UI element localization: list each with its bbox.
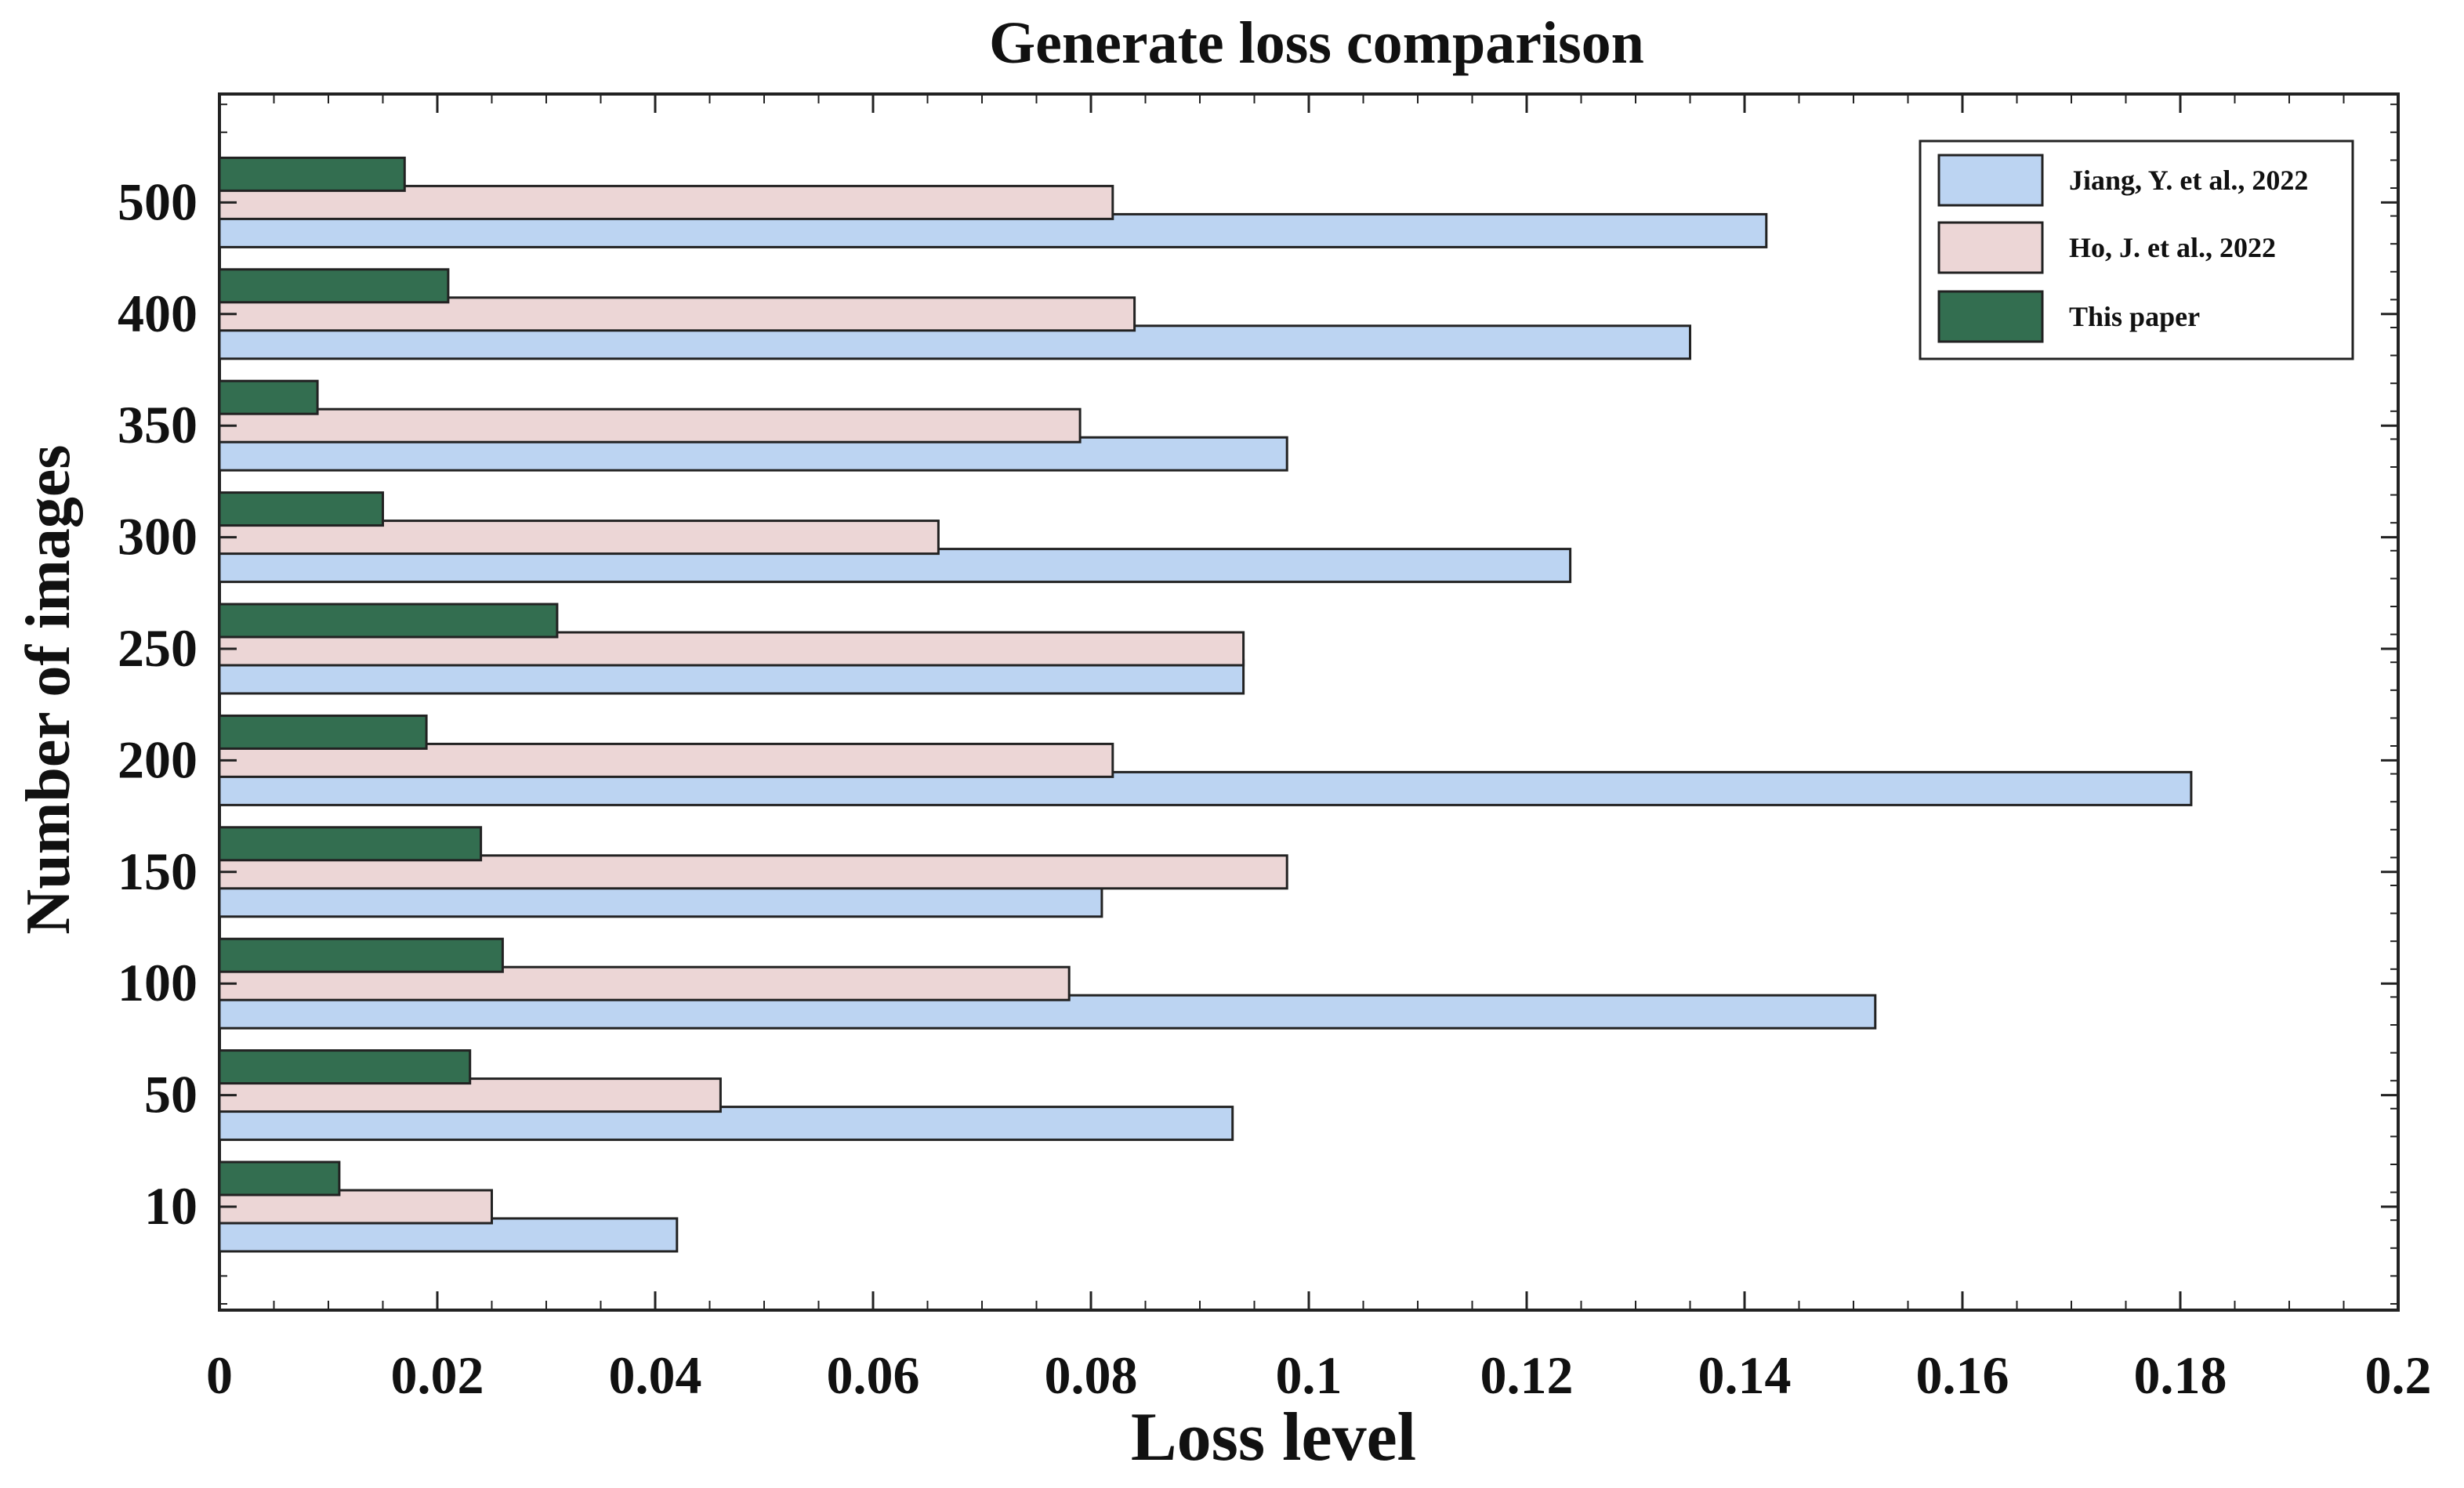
x-tick-label: 0.1 bbox=[1276, 1345, 1343, 1405]
y-tick-label: 200 bbox=[118, 730, 197, 789]
legend-swatch bbox=[1937, 221, 2044, 274]
y-tick-label: 10 bbox=[144, 1176, 197, 1236]
chart-title: Generate loss comparison bbox=[989, 10, 1644, 76]
bars bbox=[218, 156, 2193, 1253]
bar-10-series-2 bbox=[218, 1160, 341, 1197]
bar-500-series-2 bbox=[218, 156, 406, 192]
x-tick-label: 0.12 bbox=[1480, 1345, 1574, 1405]
bar-200-series-2 bbox=[218, 714, 428, 750]
y-tick-label: 250 bbox=[118, 618, 197, 678]
x-tick-label: 0.2 bbox=[2365, 1345, 2432, 1405]
bar-350-series-2 bbox=[218, 379, 319, 415]
legend-label: This paper bbox=[2069, 301, 2200, 332]
y-tick-label: 350 bbox=[118, 395, 197, 454]
y-tick-label: 400 bbox=[118, 284, 197, 343]
x-tick-label: 0.06 bbox=[827, 1345, 920, 1405]
bar-50-series-2 bbox=[218, 1049, 472, 1085]
y-tick-label: 500 bbox=[118, 172, 197, 231]
x-tick-label: 0.02 bbox=[391, 1345, 484, 1405]
x-tick-label: 0.16 bbox=[1916, 1345, 2009, 1405]
y-axis-label: Number of images bbox=[14, 444, 83, 934]
bar-100-series-2 bbox=[218, 937, 504, 973]
y-tick-label: 150 bbox=[118, 842, 197, 901]
legend-label: Jiang, Y. et al., 2022 bbox=[2069, 165, 2308, 196]
bar-250-series-2 bbox=[218, 603, 559, 639]
y-tick-label: 300 bbox=[118, 507, 197, 567]
y-tick-label: 100 bbox=[118, 953, 197, 1012]
x-tick-label: 0.14 bbox=[1698, 1345, 1792, 1405]
bar-300-series-2 bbox=[218, 491, 384, 527]
x-tick-label: 0.08 bbox=[1045, 1345, 1138, 1405]
x-axis-label: Loss level bbox=[1131, 1399, 1416, 1475]
bar-350-series-1 bbox=[218, 407, 1082, 444]
x-axis-ticks: 0 0.02 0.04 0.06 0.08 0.1 0.12 0.14 0.16 0.18 0.2 bbox=[206, 94, 2432, 1405]
y-axis-ticks: 10 50 100 150 200 250 300 350 400 500 bbox=[118, 172, 2398, 1236]
legend-swatch bbox=[1937, 290, 2044, 343]
bar-400-series-2 bbox=[218, 268, 450, 304]
y-tick-label: 50 bbox=[144, 1065, 197, 1124]
legend-swatch bbox=[1937, 154, 2044, 207]
legend-label: Ho, J. et al., 2022 bbox=[2069, 232, 2276, 263]
bar-150-series-2 bbox=[218, 826, 483, 862]
x-tick-label: 0.04 bbox=[609, 1345, 702, 1405]
x-tick-label: 0 bbox=[206, 1345, 233, 1405]
legend: Jiang, Y. et al., 2022 Ho, J. et al., 202… bbox=[1919, 139, 2354, 360]
x-tick-label: 0.18 bbox=[2134, 1345, 2227, 1405]
